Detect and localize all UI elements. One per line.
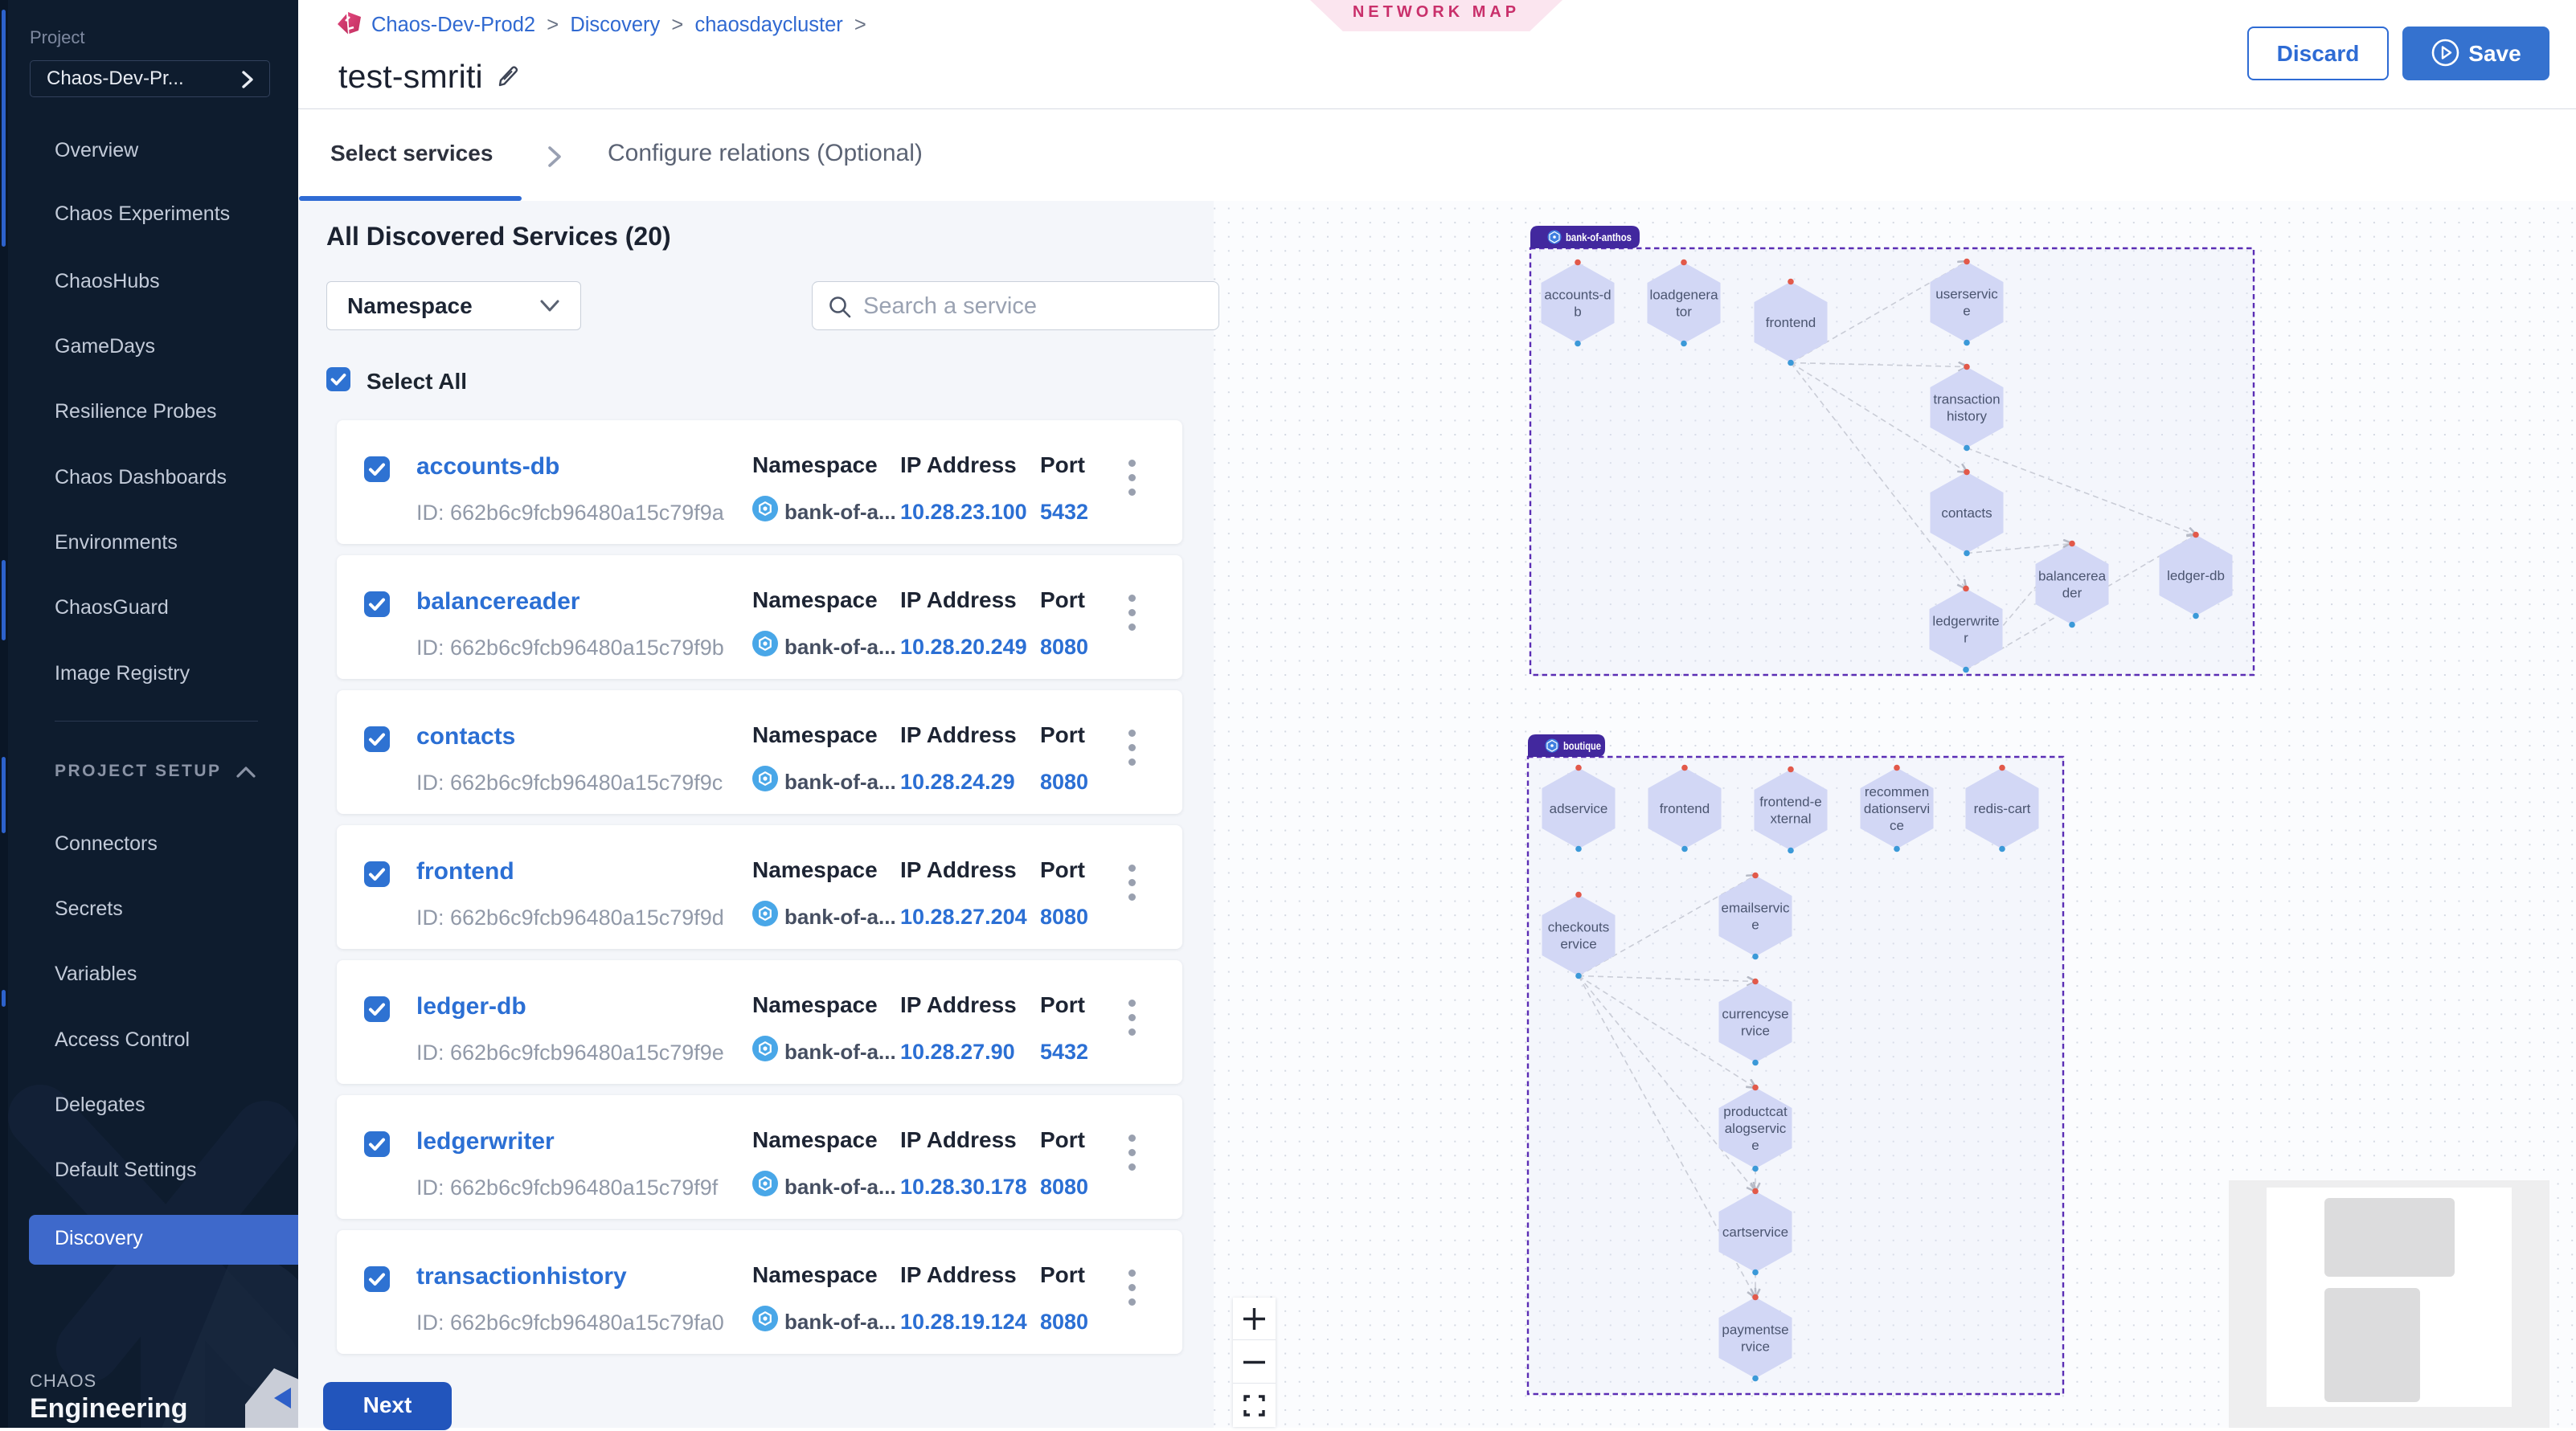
svg-text:redis-cart: redis-cart [1974, 801, 2031, 816]
svg-text:accounts-db: accounts-d b [1544, 288, 1611, 320]
svg-text:boutique: boutique [1563, 740, 1601, 752]
svg-text:frontend: frontend [1766, 315, 1816, 330]
svg-text:balancereader: balancerea der [2038, 569, 2107, 601]
svg-text:cartservice: cartservice [1722, 1225, 1788, 1240]
svg-text:frontend: frontend [1660, 801, 1710, 816]
svg-text:ledgerwriter: ledgerwrite r [1932, 614, 1999, 646]
svg-text:ledger-db: ledger-db [2167, 568, 2225, 583]
svg-text:adservice: adservice [1550, 801, 1608, 816]
svg-text:transactionhistory: transaction history [1933, 392, 2000, 424]
svg-text:contacts: contacts [1941, 505, 1992, 521]
svg-text:bank-of-anthos: bank-of-anthos [1566, 231, 1632, 243]
